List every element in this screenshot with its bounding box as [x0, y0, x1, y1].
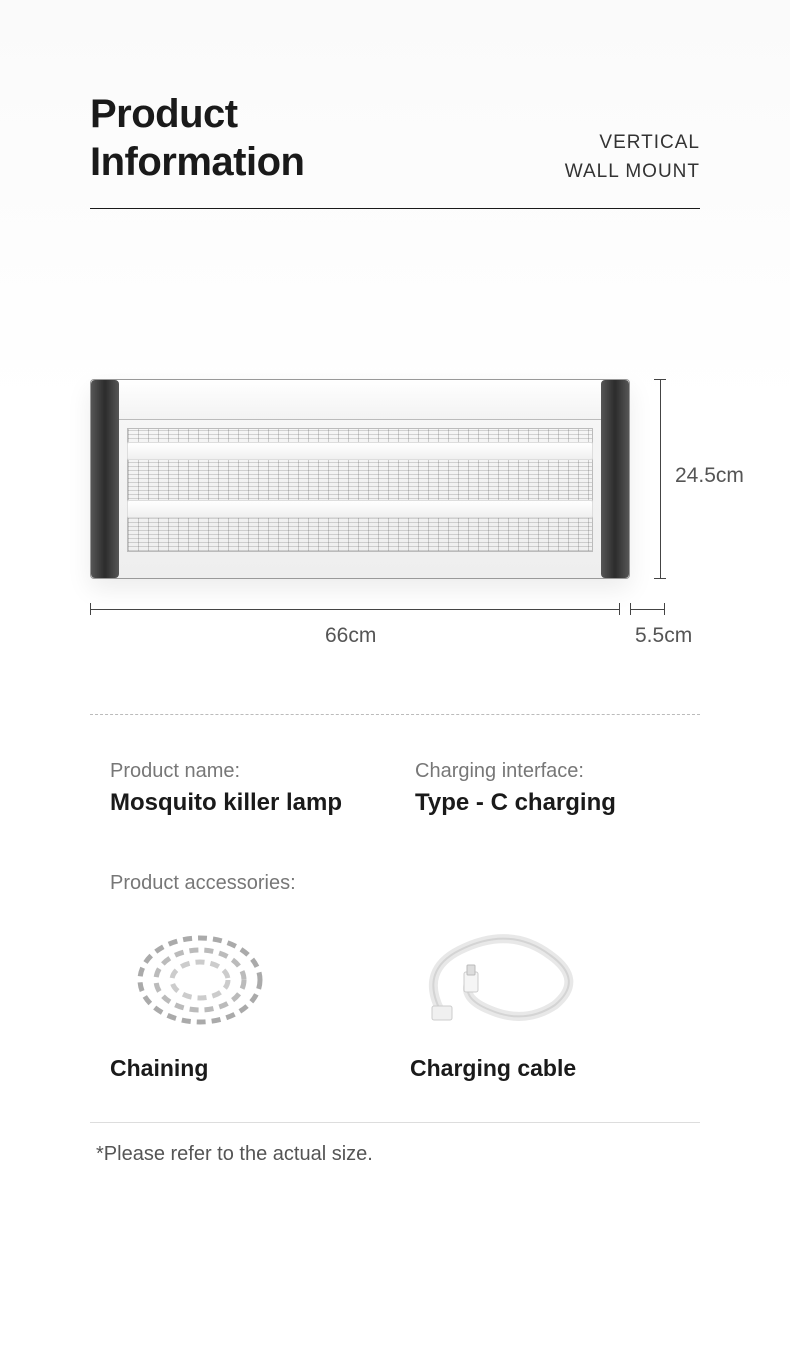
device-uv-tube-upper	[127, 442, 593, 460]
dashed-separator	[90, 714, 700, 715]
accessories-items: Chaining Charging cable	[110, 915, 680, 1082]
spec-label-name: Product name:	[110, 760, 375, 783]
accessory-chain-caption: Chaining	[110, 1055, 380, 1082]
chain-icon	[110, 915, 290, 1045]
accessories-label: Product accessories:	[110, 872, 680, 895]
accessory-chain: Chaining	[110, 915, 380, 1082]
subtitle-line-1: VERTICAL	[565, 129, 700, 158]
dimension-diagram: 66cm 24.5cm 5.5cm	[90, 359, 700, 659]
accessory-cable-caption: Charging cable	[410, 1055, 680, 1082]
spec-value-charging: Type - C charging	[415, 789, 680, 817]
depth-dim-tick-left	[630, 603, 631, 615]
accessory-cable: Charging cable	[410, 915, 680, 1082]
device-right-cap	[601, 380, 629, 578]
header: Product Information VERTICAL WALL MOUNT	[90, 90, 700, 209]
depth-dim-tick-right	[664, 603, 665, 615]
height-dim-tick-bottom	[654, 578, 666, 579]
depth-dim-line	[630, 609, 665, 610]
width-label: 66cm	[325, 624, 376, 648]
title-line-2: Information	[90, 140, 304, 184]
spec-value-name: Mosquito killer lamp	[110, 789, 375, 817]
height-label: 24.5cm	[675, 464, 744, 488]
accessories-section: Product accessories: Chaining	[90, 872, 700, 1082]
width-dim-tick-left	[90, 603, 91, 615]
mounting-subtitle: VERTICAL WALL MOUNT	[565, 129, 700, 186]
device-body	[119, 380, 601, 578]
spec-charging: Charging interface: Type - C charging	[415, 760, 680, 817]
width-dim-tick-right	[619, 603, 620, 615]
page-title: Product Information	[90, 90, 304, 186]
spec-product-name: Product name: Mosquito killer lamp	[110, 760, 375, 817]
depth-label: 5.5cm	[635, 624, 692, 648]
device-top-bar	[119, 380, 601, 420]
title-line-1: Product	[90, 92, 238, 136]
spec-label-charging: Charging interface:	[415, 760, 680, 783]
device-left-cap	[91, 380, 119, 578]
device-uv-tube-lower	[127, 500, 593, 518]
height-dim-tick-top	[654, 379, 666, 380]
width-dim-line	[90, 609, 620, 610]
footnote-separator	[90, 1122, 700, 1123]
device-illustration	[90, 379, 630, 579]
cable-icon	[410, 915, 590, 1045]
footnote: *Please refer to the actual size.	[90, 1143, 700, 1166]
height-dim-line	[660, 379, 661, 579]
specs-row: Product name: Mosquito killer lamp Charg…	[90, 760, 700, 817]
subtitle-line-2: WALL MOUNT	[565, 158, 700, 187]
